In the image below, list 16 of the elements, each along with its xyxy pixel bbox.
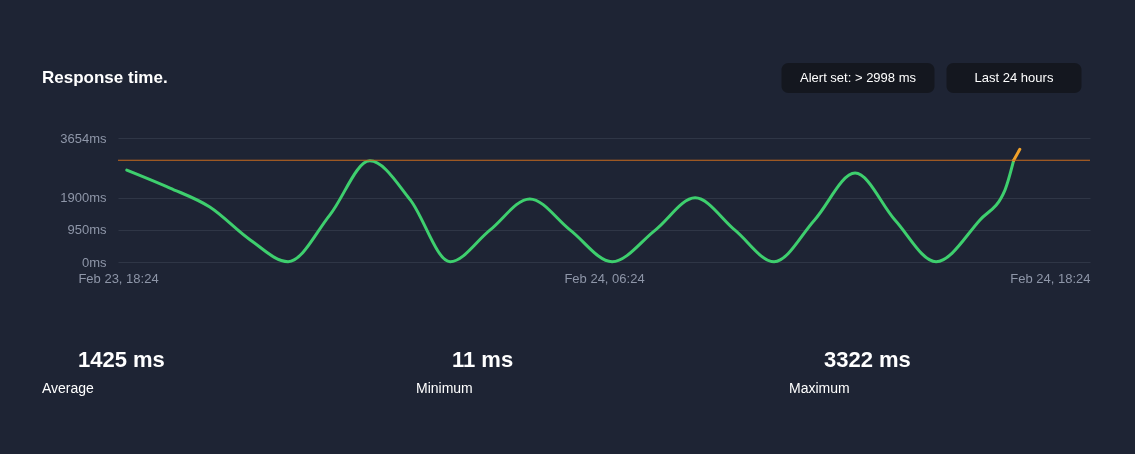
text: 1425 ms <box>78 347 165 372</box>
y-tick-label: 0ms <box>81 254 107 270</box>
y-tick-label: 3654ms <box>60 130 107 146</box>
y-tick-label: 1900ms <box>60 190 107 206</box>
x-tick-label: Feb 24, 06:24 <box>564 270 645 286</box>
text: 3322 ms <box>824 347 911 372</box>
text: Average <box>42 380 95 396</box>
x-tick-label: Feb 23, 18:24 <box>78 270 159 286</box>
y-tick-label: 950ms <box>67 222 107 238</box>
text: Maximum <box>789 380 850 396</box>
x-tick-label: Feb 24, 18:24 <box>1010 270 1091 286</box>
text: Last 24 hours <box>974 70 1054 85</box>
text: Alert set: > 2998 ms <box>800 70 917 85</box>
chart-title: Response time. <box>42 68 168 87</box>
text: Minimum <box>416 380 473 396</box>
text: 11 ms <box>452 347 514 372</box>
